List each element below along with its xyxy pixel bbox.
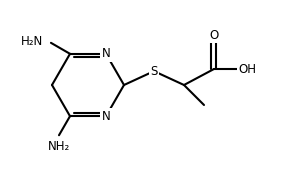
Text: NH₂: NH₂ (48, 140, 70, 153)
Text: OH: OH (238, 62, 256, 75)
Text: O: O (209, 28, 219, 42)
Text: S: S (150, 64, 158, 78)
Text: N: N (102, 47, 110, 60)
Text: H₂N: H₂N (21, 35, 43, 48)
Text: N: N (102, 110, 110, 123)
